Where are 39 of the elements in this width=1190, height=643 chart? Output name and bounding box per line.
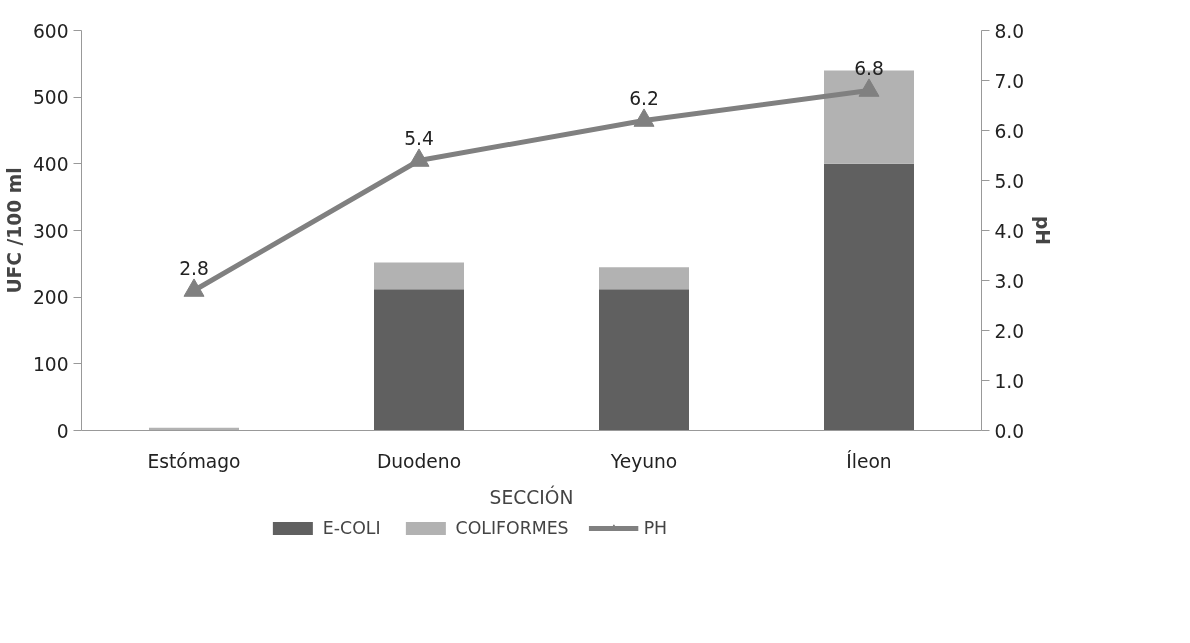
data-label: 6.2 — [629, 87, 659, 109]
y-tick-label: 400 — [32, 153, 69, 175]
y-axis-title: UFC /100 ml — [3, 167, 25, 294]
y-tick-label: 100 — [32, 353, 69, 375]
x-tick-label: Íleon — [846, 449, 892, 472]
y2-tick-label: 7.0 — [994, 70, 1025, 92]
y2-tick-label: 3.0 — [994, 270, 1025, 292]
y2-tick-label: 4.0 — [994, 220, 1025, 242]
y2-tick-label: 6.0 — [994, 120, 1025, 142]
data-label: 5.4 — [404, 127, 434, 149]
bar — [599, 267, 689, 290]
y-tick-label: 200 — [32, 287, 69, 309]
legend-label: COLIFORMES — [455, 518, 569, 538]
y-tick-label: 600 — [32, 20, 69, 42]
y2-tick-label: 8.0 — [994, 20, 1025, 42]
y2-tick-label: 0.0 — [994, 420, 1025, 442]
point — [633, 108, 655, 127]
y2-tick-label: 1.0 — [994, 370, 1025, 392]
data-label: 6.8 — [854, 57, 884, 79]
x-tick-label: Estómago — [147, 450, 241, 472]
y2-axis-title: pH — [1032, 216, 1054, 245]
bar — [374, 289, 464, 431]
x-axis-title: SECCIÓN — [489, 484, 574, 508]
x-tick-label: Duodeno — [376, 450, 462, 472]
y2-tick-label: 5.0 — [994, 170, 1025, 192]
point — [858, 78, 880, 97]
y-tick-label: 300 — [32, 220, 69, 242]
y-tick-label: 0 — [56, 420, 69, 442]
y2-tick-label: 2.0 — [994, 320, 1025, 342]
x-tick-label: Yeyuno — [609, 450, 678, 472]
legend-label: E-COLI — [322, 518, 381, 538]
point — [408, 148, 430, 167]
y-tick-label: 500 — [32, 87, 69, 109]
bar — [599, 289, 689, 431]
bar — [374, 262, 464, 290]
bar — [824, 163, 914, 431]
point — [183, 278, 205, 297]
legend-label: PH — [643, 518, 668, 538]
data-label: 2.8 — [179, 257, 209, 279]
